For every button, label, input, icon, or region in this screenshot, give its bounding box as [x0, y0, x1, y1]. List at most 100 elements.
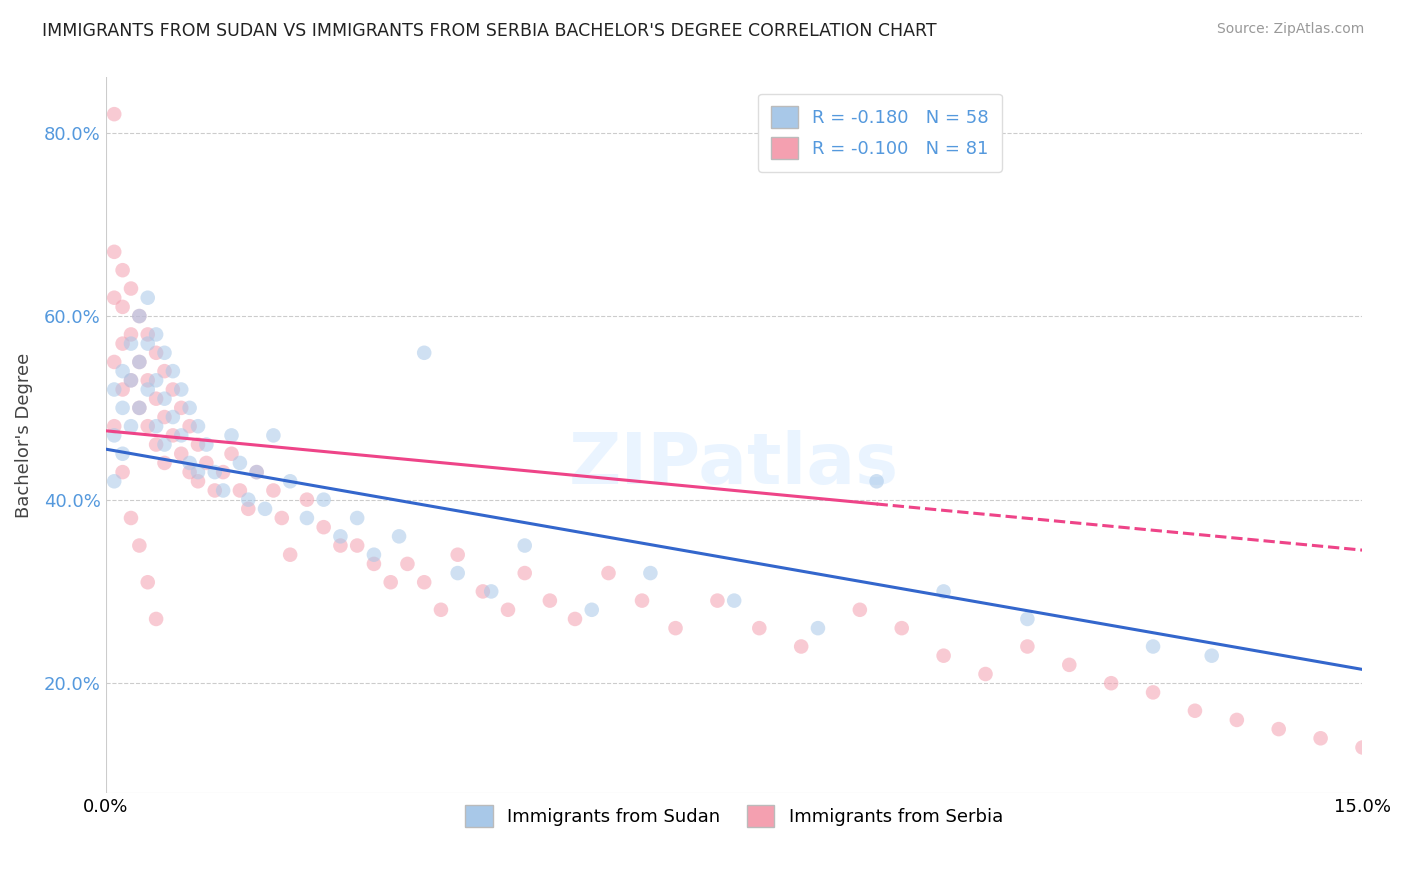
Point: [103, 291, 125, 305]
Point: [538, 593, 561, 607]
Point: [329, 529, 352, 543]
Point: [564, 612, 586, 626]
Point: [195, 437, 218, 451]
Point: [270, 511, 292, 525]
Point: [312, 492, 335, 507]
Point: [136, 336, 159, 351]
Point: [170, 428, 193, 442]
Point: [631, 593, 654, 607]
Point: [246, 465, 269, 479]
Point: [136, 291, 159, 305]
Point: [120, 327, 142, 342]
Point: [312, 520, 335, 534]
Point: [111, 401, 134, 415]
Point: [187, 437, 209, 451]
Point: [111, 364, 134, 378]
Point: [238, 492, 260, 507]
Point: [221, 428, 243, 442]
Point: [145, 373, 167, 387]
Point: [179, 401, 201, 415]
Point: [513, 566, 536, 580]
Point: [246, 465, 269, 479]
Point: [1267, 722, 1289, 736]
Point: [136, 419, 159, 434]
Point: [153, 392, 176, 406]
Point: [363, 548, 385, 562]
Point: [1099, 676, 1122, 690]
Point: [1142, 640, 1164, 654]
Point: [212, 465, 235, 479]
Point: [145, 346, 167, 360]
Point: [212, 483, 235, 498]
Point: [413, 575, 436, 590]
Point: [238, 501, 260, 516]
Point: [153, 410, 176, 425]
Y-axis label: Bachelor's Degree: Bachelor's Degree: [15, 352, 32, 518]
Point: [103, 419, 125, 434]
Point: [170, 447, 193, 461]
Point: [706, 593, 728, 607]
Point: [103, 475, 125, 489]
Point: [723, 593, 745, 607]
Point: [748, 621, 770, 635]
Point: [145, 327, 167, 342]
Point: [162, 383, 184, 397]
Point: [1017, 612, 1039, 626]
Point: [204, 465, 226, 479]
Point: [120, 281, 142, 295]
Point: [128, 355, 150, 369]
Point: [128, 539, 150, 553]
Point: [1309, 731, 1331, 746]
Point: [380, 575, 402, 590]
Point: [890, 621, 912, 635]
Point: [329, 539, 352, 553]
Point: [136, 575, 159, 590]
Point: [1059, 657, 1081, 672]
Point: [229, 456, 252, 470]
Point: [363, 557, 385, 571]
Point: [120, 419, 142, 434]
Point: [103, 244, 125, 259]
Point: [162, 364, 184, 378]
Point: [1351, 740, 1374, 755]
Point: [179, 419, 201, 434]
Point: [111, 263, 134, 277]
Point: [136, 383, 159, 397]
Point: [346, 511, 368, 525]
Point: [145, 612, 167, 626]
Point: [262, 428, 284, 442]
Point: [1201, 648, 1223, 663]
Point: [162, 410, 184, 425]
Point: [278, 475, 301, 489]
Point: [581, 603, 603, 617]
Point: [136, 373, 159, 387]
Point: [496, 603, 519, 617]
Point: [388, 529, 411, 543]
Point: [111, 465, 134, 479]
Point: [111, 300, 134, 314]
Point: [128, 401, 150, 415]
Point: [295, 492, 318, 507]
Point: [278, 548, 301, 562]
Point: [932, 584, 955, 599]
Point: [479, 584, 502, 599]
Point: [111, 336, 134, 351]
Point: [229, 483, 252, 498]
Point: [932, 648, 955, 663]
Point: [153, 364, 176, 378]
Point: [790, 640, 813, 654]
Point: [1142, 685, 1164, 699]
Point: [170, 401, 193, 415]
Point: [179, 465, 201, 479]
Point: [974, 667, 997, 681]
Point: [103, 428, 125, 442]
Point: [262, 483, 284, 498]
Point: [120, 373, 142, 387]
Point: [145, 437, 167, 451]
Point: [162, 428, 184, 442]
Point: [447, 566, 470, 580]
Point: [187, 475, 209, 489]
Point: [396, 557, 419, 571]
Point: [128, 309, 150, 323]
Text: IMMIGRANTS FROM SUDAN VS IMMIGRANTS FROM SERBIA BACHELOR'S DEGREE CORRELATION CH: IMMIGRANTS FROM SUDAN VS IMMIGRANTS FROM…: [42, 22, 936, 40]
